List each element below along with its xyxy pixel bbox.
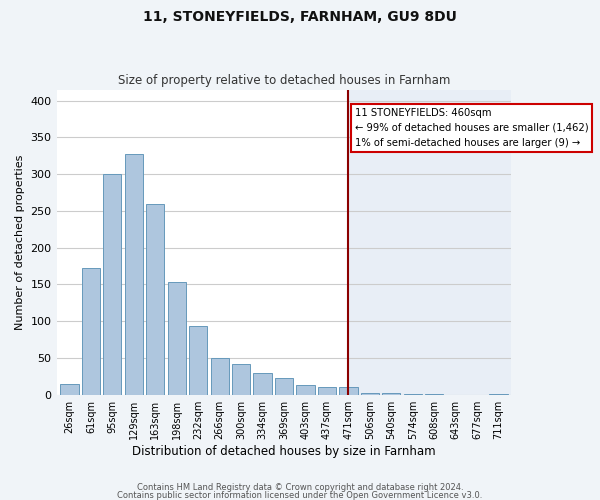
Bar (146, 204, 164, 394)
Text: 11, STONEYFIELDS, FARNHAM, GU9 8DU: 11, STONEYFIELDS, FARNHAM, GU9 8DU (143, 10, 457, 24)
Text: 11 STONEYFIELDS: 460sqm
← 99% of detached houses are smaller (1,462)
1% of semi-: 11 STONEYFIELDS: 460sqm ← 99% of detache… (355, 108, 589, 148)
Bar (296, 385, 314, 394)
Bar (167, 282, 186, 395)
Bar (82, 268, 100, 394)
Bar (56, 90, 349, 395)
Bar (275, 378, 293, 394)
Text: Contains public sector information licensed under the Open Government Licence v3: Contains public sector information licen… (118, 491, 482, 500)
Bar (125, 154, 143, 394)
Bar (211, 358, 229, 395)
Bar (339, 388, 358, 394)
Y-axis label: Number of detached properties: Number of detached properties (15, 154, 25, 330)
Bar (232, 364, 250, 394)
Bar (189, 326, 207, 394)
Text: Contains HM Land Registry data © Crown copyright and database right 2024.: Contains HM Land Registry data © Crown c… (137, 484, 463, 492)
X-axis label: Distribution of detached houses by size in Farnham: Distribution of detached houses by size … (132, 444, 436, 458)
Bar (318, 388, 336, 394)
Bar (349, 90, 511, 395)
Bar (253, 374, 272, 394)
Bar (382, 393, 400, 394)
Bar (60, 384, 79, 394)
Title: Size of property relative to detached houses in Farnham: Size of property relative to detached ho… (118, 74, 450, 87)
Bar (103, 174, 121, 394)
Bar (361, 392, 379, 394)
